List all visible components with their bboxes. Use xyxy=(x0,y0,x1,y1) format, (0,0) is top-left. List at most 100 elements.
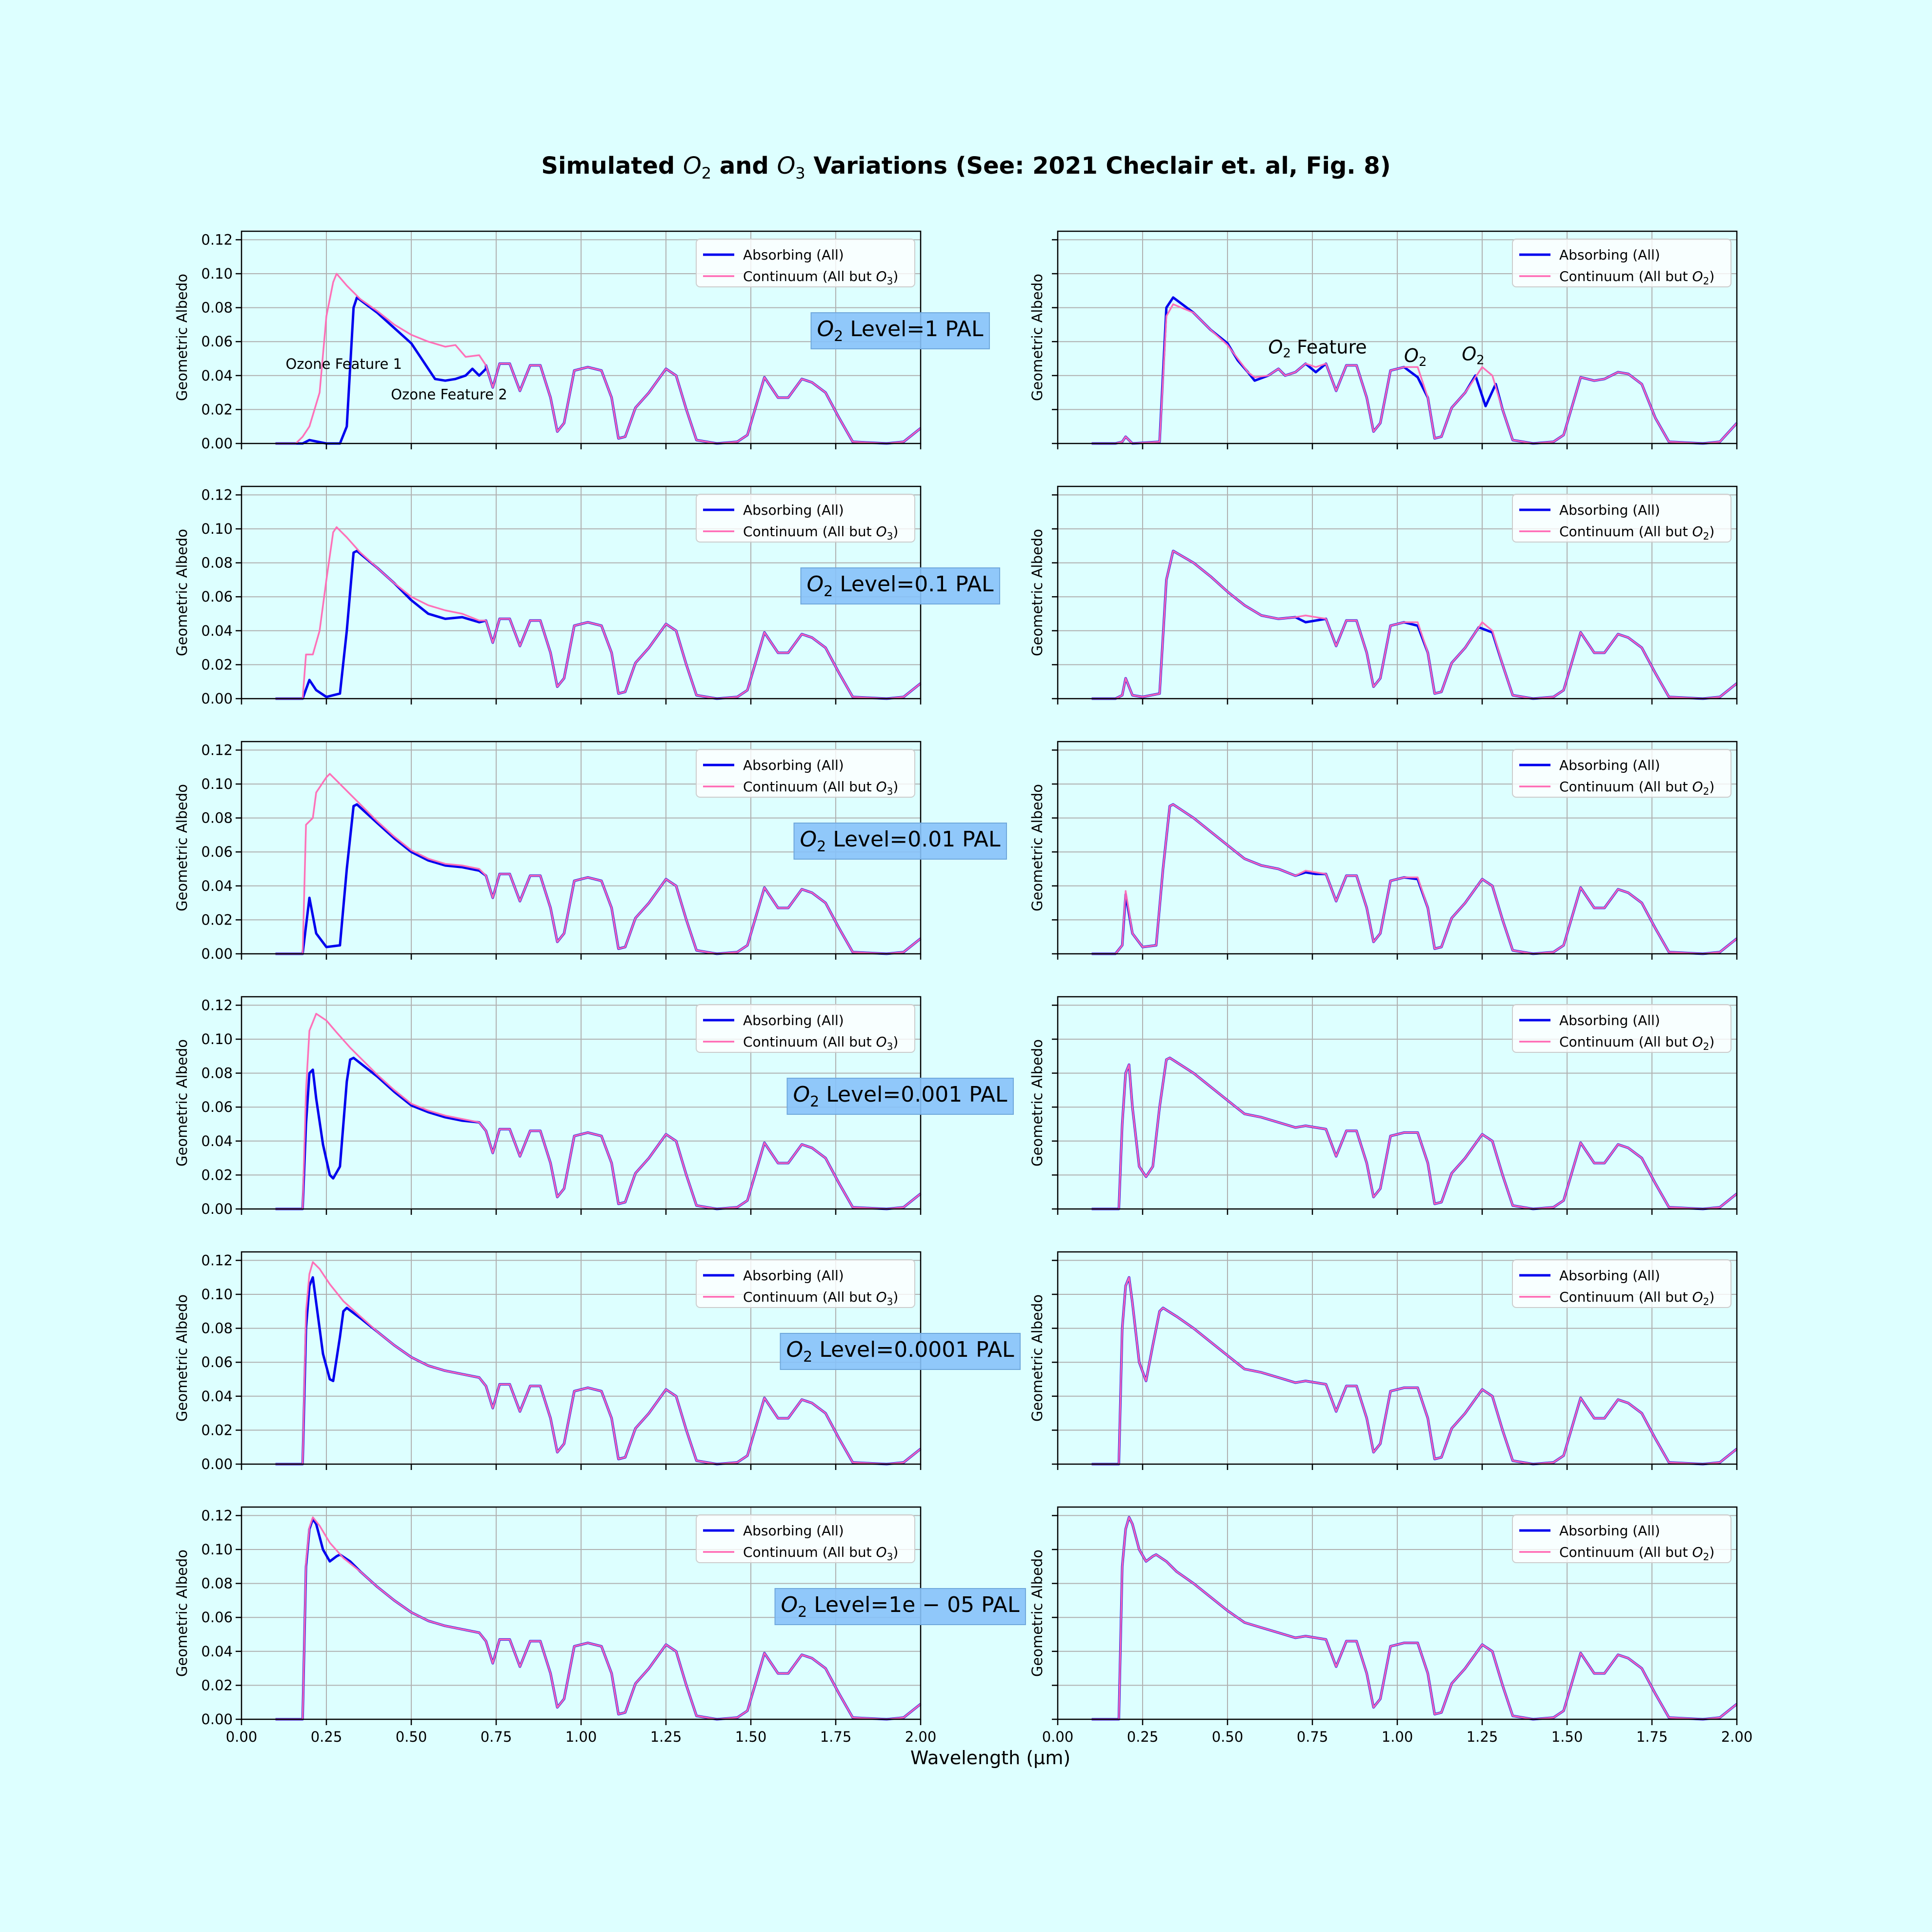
series-continuum-line xyxy=(275,1013,922,1210)
legend-continuum-suffix: ) xyxy=(893,1289,898,1305)
legend-box xyxy=(1512,1259,1731,1308)
panel-right-4: Geometric Albedo Absorbing (All) Continuum… xyxy=(1029,1251,1738,1470)
legend-continuum-species-sub: 2 xyxy=(1703,1551,1710,1563)
y-tick-label: 0.00 xyxy=(201,690,233,707)
series-continuum-line xyxy=(1091,303,1738,444)
legend-box xyxy=(1512,239,1731,287)
y-tick-label: 0.00 xyxy=(201,946,233,962)
y-tick-label: 0.04 xyxy=(201,1643,233,1660)
legend-continuum-label: Continuum (All but O3) xyxy=(743,1034,898,1052)
level-text: Level= xyxy=(807,1592,888,1617)
figure-title-suffix: Variations (See: 2021 Checlair et. al, F… xyxy=(805,152,1391,180)
panel-right-3: Geometric Albedo Absorbing (All) Continuum… xyxy=(1029,996,1738,1215)
y-axis-label: Geometric Albedo xyxy=(174,1294,190,1422)
y-tick-label: 0.12 xyxy=(201,997,233,1013)
annotation-ozone-feature-2: Ozone Feature 2 xyxy=(391,386,507,403)
y-tick-label: 0.06 xyxy=(201,1609,233,1626)
legend-continuum-species-sub: 3 xyxy=(887,530,893,542)
legend-continuum-label: Continuum (All but O2) xyxy=(1559,523,1714,542)
figure-title-o2-sub: 2 xyxy=(702,164,711,182)
y-axis-label: Geometric Albedo xyxy=(1029,274,1046,401)
legend-continuum-prefix: Continuum (All but xyxy=(743,268,876,284)
y-tick-label: 0.00 xyxy=(201,435,233,452)
legend-continuum-prefix: Continuum (All but xyxy=(1559,1289,1692,1305)
level-label: O2 Level=0.01 PAL xyxy=(800,827,1001,855)
level-box xyxy=(786,1078,1014,1115)
level-text: Level= xyxy=(819,1082,901,1107)
legend-continuum-suffix: ) xyxy=(1709,1544,1714,1560)
annotation-o2-symbol: O xyxy=(1404,345,1419,366)
legend-box xyxy=(696,239,915,287)
y-tick-label: 0.10 xyxy=(201,776,233,792)
y-axis-label: Geometric Albedo xyxy=(1029,784,1046,911)
legend-continuum-suffix: ) xyxy=(893,523,898,540)
level-unit: PAL xyxy=(974,1592,1020,1617)
series-continuum-line xyxy=(275,526,922,700)
legend-absorbing-label: Absorbing (All) xyxy=(1559,502,1660,518)
legend-continuum-species-sub: 2 xyxy=(1703,1296,1710,1308)
y-axis-label: Geometric Albedo xyxy=(1029,1550,1046,1677)
series-continuum-line xyxy=(1091,550,1738,700)
legend-continuum-species-sub: 3 xyxy=(887,275,893,287)
x-tick-label: 0.00 xyxy=(226,1729,258,1745)
y-tick-label: 0.00 xyxy=(201,1456,233,1472)
level-o2-sub: 2 xyxy=(824,583,833,600)
legend-continuum-species-sub: 2 xyxy=(1703,785,1710,797)
level-o2-symbol: O xyxy=(786,1337,803,1362)
legend-absorbing-label: Absorbing (All) xyxy=(743,502,844,518)
y-axis-label: Geometric Albedo xyxy=(1029,529,1046,656)
y-tick-label: 0.08 xyxy=(201,1575,233,1592)
x-tick-label: 0.25 xyxy=(1127,1729,1159,1745)
legend-continuum-species: O xyxy=(876,1289,887,1305)
legend-absorbing-label: Absorbing (All) xyxy=(1559,757,1660,773)
panel-left-0: 0.00 0.02 0.04 0.06 0.08 0.10 0.12 Geometric Al… xyxy=(174,230,990,452)
y-tick-label: 0.02 xyxy=(201,1167,233,1183)
y-tick-label: 0.06 xyxy=(201,333,233,350)
y-tick-label: 0.06 xyxy=(201,844,233,860)
x-tick-label: 1.50 xyxy=(735,1729,767,1745)
y-tick-label: 0.04 xyxy=(201,367,233,384)
legend-continuum-suffix: ) xyxy=(1709,1289,1714,1305)
y-tick-label: 0.04 xyxy=(201,623,233,639)
figure-title-o3: O xyxy=(777,152,795,180)
annotation-ozone-feature-1: Ozone Feature 1 xyxy=(285,356,402,372)
legend-box xyxy=(696,1259,915,1308)
legend-continuum-species: O xyxy=(1692,1289,1703,1305)
y-axis-label: Geometric Albedo xyxy=(174,1039,190,1167)
y-tick-label: 0.06 xyxy=(201,588,233,605)
legend-continuum-species: O xyxy=(876,1544,887,1560)
y-tick-label: 0.08 xyxy=(201,1065,233,1082)
level-unit: PAL xyxy=(938,317,984,342)
y-tick-label: 0.08 xyxy=(201,1320,233,1337)
legend-continuum-prefix: Continuum (All but xyxy=(1559,268,1692,284)
series-continuum-line xyxy=(1091,1516,1738,1720)
y-tick-label: 0.12 xyxy=(201,231,233,248)
legend-continuum-species: O xyxy=(876,1034,887,1050)
figure-title: Simulated O2 and O3 Variations (See: 202… xyxy=(541,152,1390,182)
y-tick-label: 0.10 xyxy=(201,1031,233,1047)
level-o2-symbol: O xyxy=(817,317,834,342)
legend-continuum-species: O xyxy=(1692,1544,1703,1560)
level-text: Level= xyxy=(833,572,914,597)
legend-continuum-species: O xyxy=(1692,268,1703,284)
legend-continuum-prefix: Continuum (All but xyxy=(1559,779,1692,795)
legend-continuum-label: Continuum (All but O3) xyxy=(743,779,898,797)
legend-box xyxy=(1512,1004,1731,1053)
series-absorbing-line xyxy=(1091,549,1738,700)
annotation-o2-feature-sub: 2 xyxy=(1283,346,1291,361)
x-tick-label: 1.50 xyxy=(1551,1729,1583,1745)
legend-box xyxy=(1512,494,1731,543)
level-label: O2 Level=0.001 PAL xyxy=(793,1082,1007,1110)
level-o2-symbol: O xyxy=(806,572,824,597)
legend-continuum-prefix: Continuum (All but xyxy=(1559,1034,1692,1050)
y-tick-label: 0.06 xyxy=(201,1354,233,1370)
y-tick-label: 0.02 xyxy=(201,401,233,418)
x-tick-label: 1.75 xyxy=(820,1729,852,1745)
level-value: 0.0001 xyxy=(894,1337,969,1362)
level-text: Level= xyxy=(812,1337,894,1362)
panel-left-3: 0.00 0.02 0.04 0.06 0.08 0.10 0.12 Geometric Al… xyxy=(174,996,1014,1217)
y-tick-label: 0.00 xyxy=(201,1711,233,1728)
legend-continuum-suffix: ) xyxy=(893,1034,898,1050)
